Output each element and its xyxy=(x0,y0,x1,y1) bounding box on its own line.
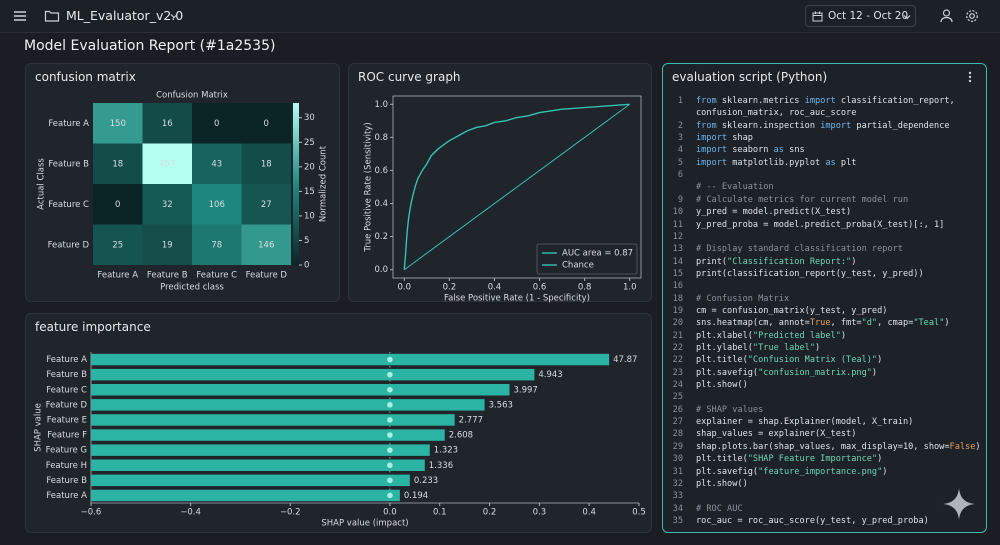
panel-title: feature importance xyxy=(35,320,151,334)
line-number: 2 xyxy=(677,120,683,131)
line-number: 10 xyxy=(672,207,683,218)
code-text: # SHAP values xyxy=(696,404,764,415)
line-number: 21 xyxy=(672,330,683,341)
line-number: 30 xyxy=(672,454,683,465)
script-panel: evaluation script (Python) 1 from sklearn… xyxy=(662,63,987,533)
code-text: from sklearn.metrics import classificati… xyxy=(696,96,955,106)
code-text: plt.show() xyxy=(696,380,748,391)
line-number: 5 xyxy=(677,157,683,168)
code-text: # Calculate metrics for current model ru… xyxy=(696,194,909,205)
line-number: 14 xyxy=(672,256,683,267)
code-text: y_pred = model.predict(X_test) xyxy=(696,207,852,218)
code-text: # -- Evaluation xyxy=(696,182,774,193)
code-text: cm = confusion_matrix(y_test, y_pred) xyxy=(696,305,888,316)
folder-icon xyxy=(44,10,60,22)
line-number: 23 xyxy=(672,367,683,378)
panel-title: confusion matrix xyxy=(35,70,136,84)
user-icon[interactable] xyxy=(939,8,954,23)
code-text: plt.show() xyxy=(696,478,748,489)
settings-icon[interactable] xyxy=(964,8,980,24)
code-text: plt.title("Confusion Matrix (Teal)") xyxy=(696,355,883,366)
code-text: plt.ylabel("True label") xyxy=(696,343,821,353)
code-text: shap.plots.bar(shap_values, max_display=… xyxy=(696,441,981,452)
date-range: Oct 12 - Oct 20 xyxy=(828,10,909,22)
line-number: 32 xyxy=(672,478,683,489)
line-number: 11 xyxy=(672,219,683,230)
code-text: y_pred_proba = model.predict_proba(X_tes… xyxy=(696,219,945,230)
line-number: 31 xyxy=(672,466,683,477)
line-number: 16 xyxy=(672,281,683,292)
line-number: 4 xyxy=(677,145,683,156)
line-number: 35 xyxy=(672,515,683,526)
line-number: 18 xyxy=(672,293,683,304)
code-text: sns.heatmap(cm, annot=True, fmt="d", cma… xyxy=(696,318,950,329)
assistant-icon[interactable] xyxy=(941,486,977,522)
line-number: 33 xyxy=(672,491,683,502)
code-text: # Confusion Matrix xyxy=(696,293,790,304)
feature-panel: feature importance xyxy=(25,313,652,533)
code-text: confusion_matrix, roc_auc_score xyxy=(696,108,857,119)
panel-title: evaluation script (Python) xyxy=(672,70,828,84)
line-number: 1 xyxy=(677,96,683,106)
chevron-icon[interactable] xyxy=(169,11,179,21)
code-text: plt.savefig("confusion_matrix.png") xyxy=(696,367,878,378)
code-text: import matplotlib.pyplot as plt xyxy=(696,157,857,168)
line-number: 25 xyxy=(672,392,683,403)
line-number: 28 xyxy=(672,429,683,440)
code-text: print("Classification Report:") xyxy=(696,256,857,267)
line-number: 22 xyxy=(672,355,683,366)
confusion-panel: confusion matrix xyxy=(25,63,340,302)
code-text: # Display standard classification report xyxy=(696,244,903,255)
code-text: explainer = shap.Explainer(model, X_trai… xyxy=(696,417,914,428)
more-icon[interactable] xyxy=(966,70,974,84)
date-range-button[interactable]: Oct 12 - Oct 20 xyxy=(805,5,916,27)
line-number: 6 xyxy=(677,170,683,181)
code-text: # ROC AUC xyxy=(696,503,743,514)
report-title: Model Evaluation Report (#1a2535) xyxy=(24,38,276,54)
line-number: 24 xyxy=(672,380,683,391)
code-text: roc_auc = roc_auc_score(y_test, y_pred_p… xyxy=(696,515,929,526)
line-number: 22 xyxy=(672,343,683,353)
code-text: plt.savefig("feature_importance.png") xyxy=(696,466,888,477)
line-number: 12 xyxy=(672,231,683,242)
line-number: 9 xyxy=(677,194,683,205)
line-number: 3 xyxy=(677,133,683,144)
chevron-icon xyxy=(903,15,911,20)
code-text: plt.xlabel("Predicted label") xyxy=(696,330,847,341)
line-number: 29 xyxy=(672,441,683,452)
roc-panel: ROC curve graph xyxy=(348,63,652,302)
top-bar: ML_Evaluator_v2.0 Oct 12 - Oct 20 xyxy=(0,0,1000,33)
calendar-icon xyxy=(812,11,823,22)
code-text: from sklearn.inspection import partial_d… xyxy=(696,120,950,131)
panel-title: ROC curve graph xyxy=(358,70,461,84)
code-text: import seaborn as sns xyxy=(696,145,805,156)
menu-icon[interactable] xyxy=(13,9,27,23)
code-editor: 1 from sklearn.metrics import classificat… xyxy=(663,92,985,528)
line-number: 27 xyxy=(672,417,683,428)
line-number: 19 xyxy=(672,305,683,316)
code-text: plt.title("SHAP Feature Importance") xyxy=(696,454,883,465)
code-text: print(classification_report(y_test, y_pr… xyxy=(696,268,924,279)
line-number: 26 xyxy=(672,404,683,415)
line-number: 13 xyxy=(672,244,683,255)
code-text: import shap xyxy=(696,133,753,144)
code-text: shap_values = explainer(X_test) xyxy=(696,429,857,440)
line-number: 20 xyxy=(672,318,683,329)
line-number: 34 xyxy=(672,503,683,514)
app-name[interactable]: ML_Evaluator_v2.0 xyxy=(66,8,184,23)
line-number: 15 xyxy=(672,268,683,279)
